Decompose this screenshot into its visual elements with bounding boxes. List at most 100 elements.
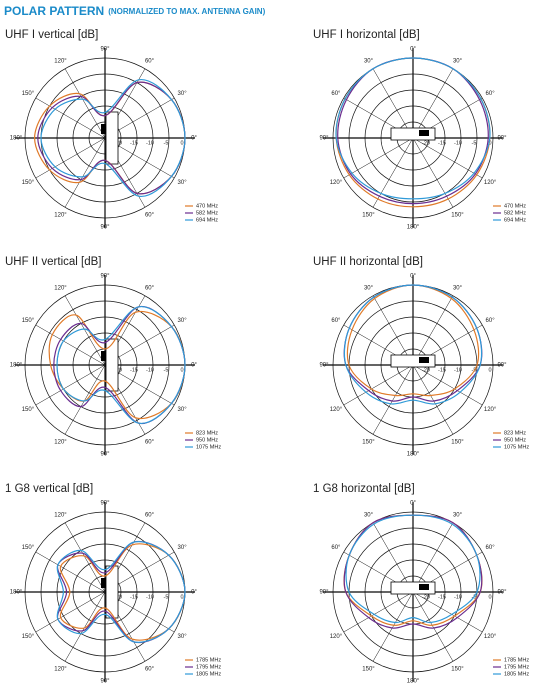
antenna-part [419,357,429,363]
r-tick-label: -10 [146,594,154,600]
antenna [105,111,119,165]
angle-label: 150° [22,91,35,97]
antenna-part [101,351,106,361]
antenna-part [101,124,106,134]
r-tick-label: 0 [488,367,491,373]
spoke [64,137,106,208]
angle-label: 90° [100,501,110,507]
chart-title: UHF I horizontal [dB] [313,29,420,41]
spoke [64,591,106,662]
angle-label: 120° [54,213,67,219]
chart-title: 1 G8 vertical [dB] [5,483,93,495]
r-tick-label: -15 [438,140,446,146]
spoke [343,591,414,633]
spoke [372,68,414,139]
angle-label: 60° [145,440,155,446]
angle-label: 180° [407,225,420,231]
angle-label: 150° [362,440,375,446]
angle-label: 0° [410,47,416,53]
angle-label: 90° [319,136,329,142]
angle-label: 60° [145,513,155,519]
legend-label: 1075 MHz [196,444,221,450]
spoke [343,137,414,179]
angle-label: 60° [486,545,496,551]
spoke [372,591,414,662]
angle-label: 30° [178,407,188,413]
pattern-curve [59,543,186,641]
r-tick-label: 0 [488,140,491,146]
angle-label: 150° [362,213,375,219]
angle-label: 150° [22,634,35,640]
legend-label: 1075 MHz [504,444,529,450]
antenna-part [101,578,106,588]
angle-label: 30° [178,634,188,640]
title-sub: (NORMALIZED TO MAX. ANTENNA GAIN) [108,7,265,16]
angle-label: 0° [191,363,197,369]
angle-label: 180° [407,679,420,685]
angle-label: 90° [497,136,507,142]
legend-label: 1795 MHz [504,664,529,670]
antenna [105,338,119,392]
angle-label: 60° [486,318,496,324]
pattern-curve [343,284,483,405]
spoke [412,68,454,139]
legend-label: 470 MHz [196,203,218,209]
r-tick-label: -10 [454,367,462,373]
spoke [372,522,414,593]
angle-label: 30° [364,286,374,292]
r-tick-label: 0 [180,594,183,600]
angle-label: 90° [100,452,110,458]
angle-label: 90° [100,225,110,231]
angle-label: 120° [54,59,67,65]
legend-label: 1785 MHz [504,657,529,663]
spoke [64,68,106,139]
angle-label: 150° [362,667,375,673]
angle-label: 90° [100,47,110,53]
r-tick-label: -10 [146,140,154,146]
angle-label: 30° [453,513,463,519]
polar-chart: UHF II horizontal [dB]-20 -15 -10 -5 00°30°6… [313,256,529,458]
antenna-part [419,584,429,590]
angle-label: 0° [191,590,197,596]
legend-label: 470 MHz [504,203,526,209]
polar-chart: 1 G8 vertical [dB]-20-15-10-500°30°60°90… [5,483,221,685]
angle-label: 60° [331,91,341,97]
spoke [343,364,414,406]
spoke [35,551,106,593]
spoke [64,364,106,435]
polar-chart: UHF I vertical [dB]-20-15-10-500°30°60°9… [5,29,218,231]
r-tick-label: -10 [454,140,462,146]
spoke [35,364,106,406]
angle-label: 180° [10,136,23,142]
polar-chart: UHF II vertical [dB]-20-15-10-500°30°60°… [5,256,221,458]
pattern-curve [56,306,186,424]
chart-title: UHF I vertical [dB] [5,29,98,41]
spoke [412,137,483,179]
angle-label: 30° [178,91,188,97]
angle-label: 120° [484,180,497,186]
angle-label: 150° [451,440,464,446]
chart-title: UHF II vertical [dB] [5,256,102,268]
angle-label: 120° [330,180,343,186]
r-tick-label: -20 [422,594,430,600]
angle-label: 120° [330,407,343,413]
legend-label: 1795 MHz [196,664,221,670]
r-tick-label: 0 [488,594,491,600]
angle-label: 150° [22,180,35,186]
angle-label: 120° [54,513,67,519]
legend-label: 694 MHz [196,217,218,223]
angle-label: 150° [451,213,464,219]
r-tick-label: 0 [180,140,183,146]
pattern-curve [346,284,480,397]
angle-label: 180° [10,590,23,596]
angle-label: 120° [54,440,67,446]
spoke [35,591,106,633]
angle-label: 90° [100,274,110,280]
r-tick-label: -15 [130,140,138,146]
angle-label: 30° [364,513,374,519]
angle-label: 0° [191,136,197,142]
angle-label: 150° [22,318,35,324]
legend-label: 823 MHz [504,430,526,436]
legend-label: 950 MHz [504,437,526,443]
